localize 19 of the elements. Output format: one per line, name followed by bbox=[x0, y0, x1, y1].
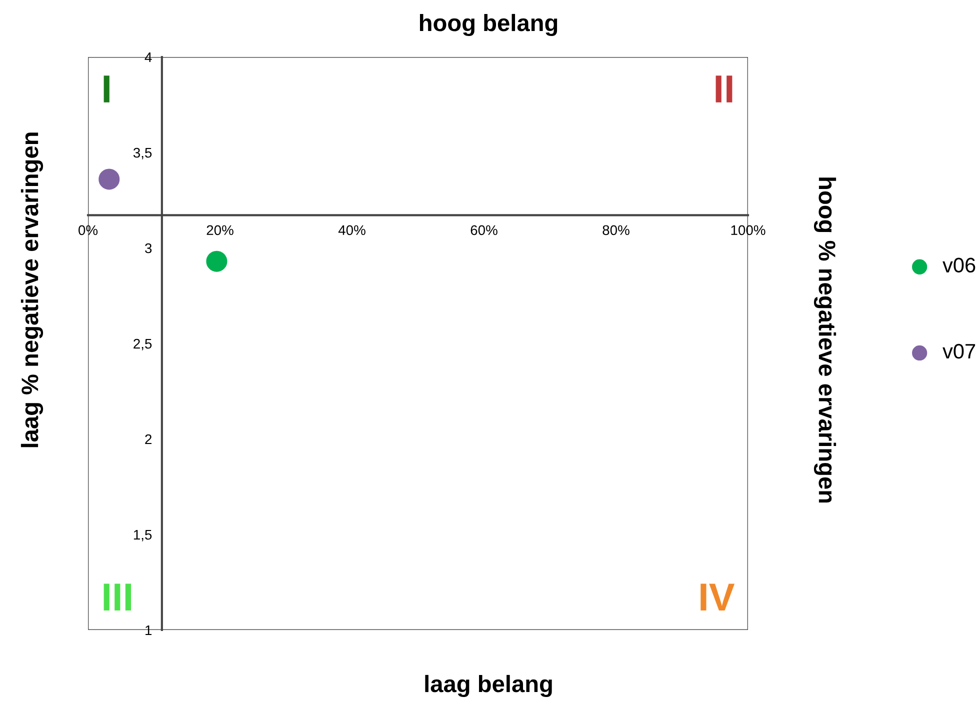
chart-title: hoog belang bbox=[420, 14, 558, 36]
y-tick-label: 2,5 bbox=[134, 338, 152, 350]
x-tick-label: 60% bbox=[470, 225, 498, 236]
y-tick-label: 3 bbox=[145, 243, 152, 254]
y-axis-title: laag % negatieve ervaringen bbox=[20, 132, 44, 448]
x-tick-label: 20% bbox=[206, 225, 234, 236]
annotation: III bbox=[104, 584, 132, 610]
annotation: I bbox=[104, 76, 110, 102]
y-tick-label: 3,5 bbox=[133, 148, 152, 160]
y-tick-label: 1,5 bbox=[134, 530, 152, 542]
x-tick-label: 40% bbox=[338, 225, 366, 236]
annotation: IV bbox=[700, 584, 735, 610]
x-axis-title: laag belang bbox=[425, 674, 552, 698]
y-tick-label: 2 bbox=[145, 434, 152, 444]
y2-axis-title: hoog % negatieve ervaringen bbox=[814, 178, 836, 503]
x-tick-label: 80% bbox=[602, 225, 630, 236]
annotation: II bbox=[716, 76, 732, 102]
legend-label: v06 bbox=[942, 258, 976, 273]
legend-label: v07 bbox=[942, 344, 976, 359]
